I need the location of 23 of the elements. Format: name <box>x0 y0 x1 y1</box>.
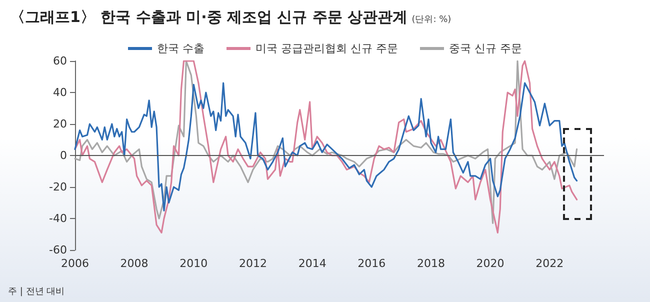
x-tick-label: 2008 <box>120 257 148 270</box>
y-tick-label: -60 <box>49 244 67 256</box>
x-tick-label: 2012 <box>238 257 267 270</box>
legend-label: 한국 수출 <box>157 42 205 55</box>
text: 주 | 전년 대비 <box>8 286 65 298</box>
chart-title: 〈그래프1〉 한국 수출과 미·중 제조업 신규 주문 상관관계 <box>10 8 408 26</box>
y-tick-label: 60 <box>53 54 67 68</box>
x-tick-label: 2018 <box>416 257 445 270</box>
x-tick-label: 2014 <box>298 257 326 270</box>
y-tick-label: 40 <box>53 86 67 99</box>
legend-label: 중국 신규 주문 <box>448 42 522 55</box>
y-tick-label: 0 <box>60 149 67 162</box>
x-tick-label: 2010 <box>180 257 208 270</box>
x-tick-label: 2016 <box>358 257 386 270</box>
x-tick-label: 2006 <box>61 257 89 270</box>
x-tick-label: 2020 <box>476 257 504 270</box>
y-tick-label: -20 <box>49 180 67 194</box>
y-tick-label: 20 <box>53 118 67 130</box>
y-tick-label: -40 <box>49 212 67 225</box>
chart-subtitle: (단위: %) <box>412 15 452 25</box>
line-series <box>74 82 578 212</box>
legend-label: 미국 공급관리협회 신규 주문 <box>256 42 398 55</box>
x-tick-label: 2022 <box>536 257 564 270</box>
